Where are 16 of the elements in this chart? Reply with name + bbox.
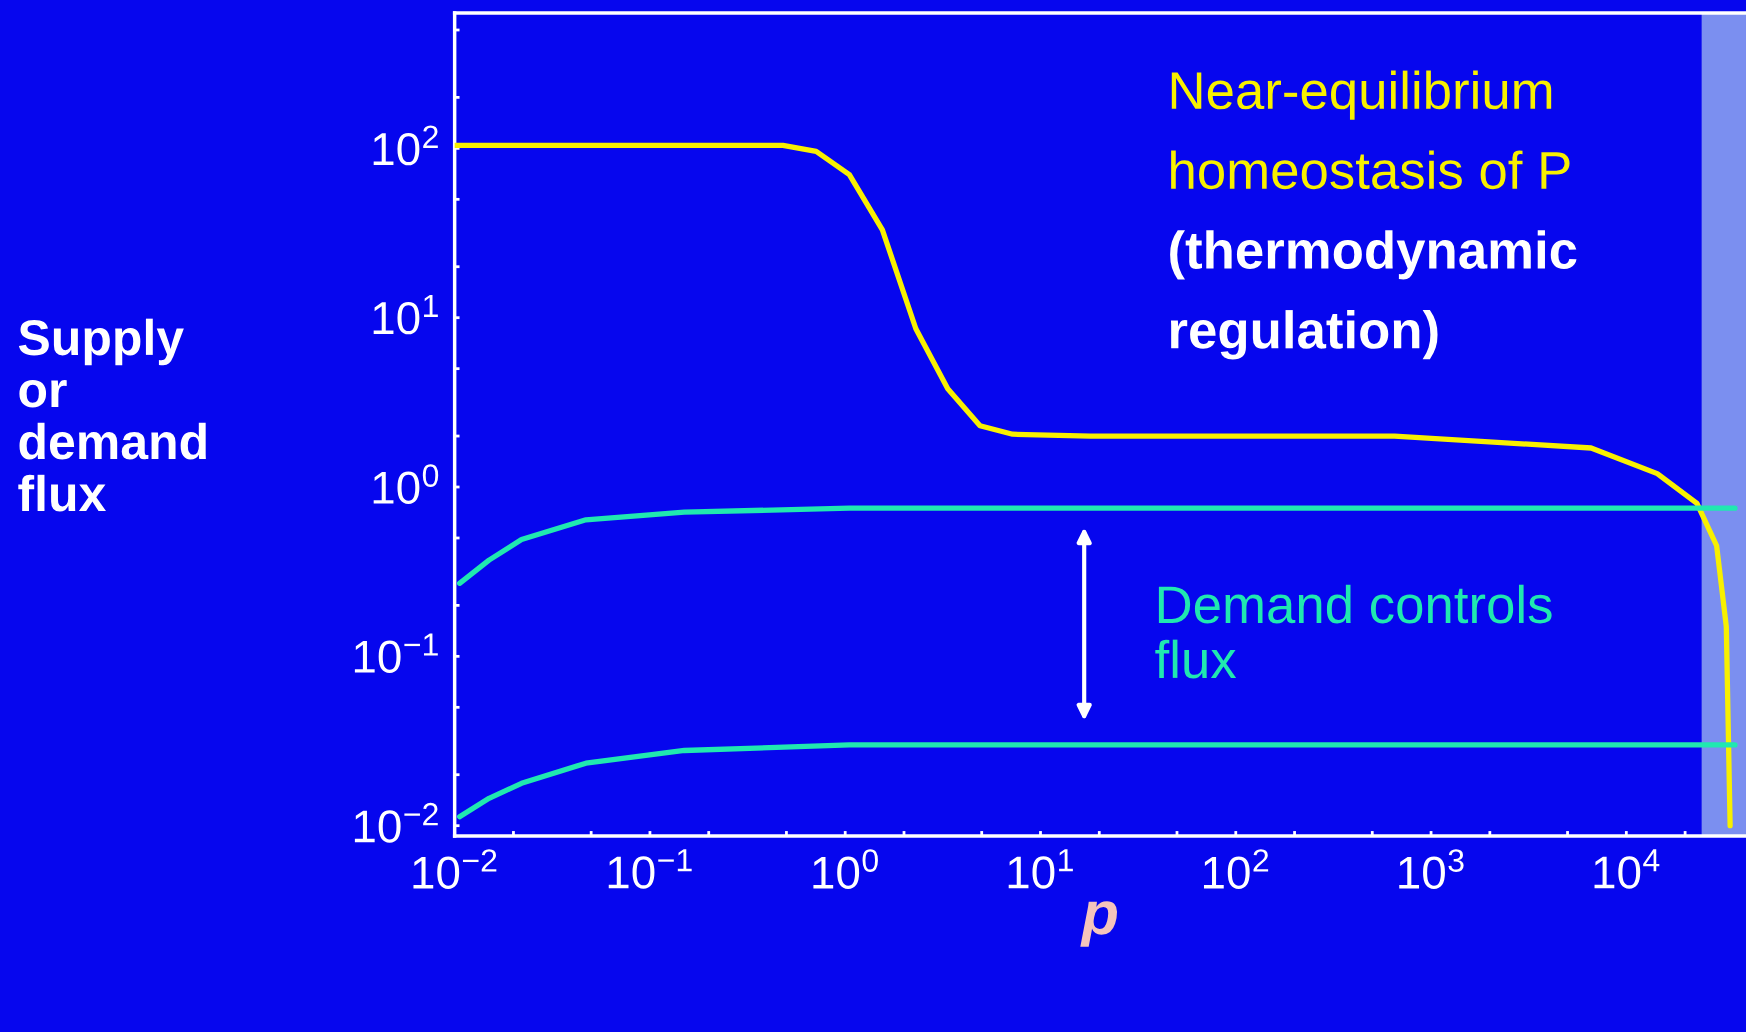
- x-tick-label: 10$^{−1}$: [608, 849, 692, 889]
- y-axis-title: Supply or demand flux: [18, 318, 206, 512]
- x-tick-label: 10$^{1}$: [1008, 849, 1073, 889]
- x-axis-title: p: [1080, 901, 1118, 947]
- y-tick-label: 10$^{−1}$: [354, 633, 438, 674]
- x-tick-label: 10$^{3}$: [1399, 849, 1464, 889]
- annotation: Near-equilibrium homeostasis of P (thermodynamic regulation): [1170, 70, 1577, 360]
- x-tick-label: 10$^{−2}$: [413, 849, 497, 889]
- x-tick-label: 10$^{2}$: [1203, 849, 1269, 889]
- y-tick-label: 10$^{2}$: [373, 125, 438, 166]
- x-tick-label: 10$^{4}$: [1594, 849, 1660, 889]
- annotation: Demand controls flux: [1155, 584, 1552, 679]
- y-tick-label: 10$^{0}$: [373, 464, 439, 505]
- y-tick-label: 10$^{1}$: [373, 294, 438, 335]
- y-tick-label: 10$^{−2}$: [354, 802, 438, 843]
- x-tick-label: 10$^{0}$: [813, 849, 878, 889]
